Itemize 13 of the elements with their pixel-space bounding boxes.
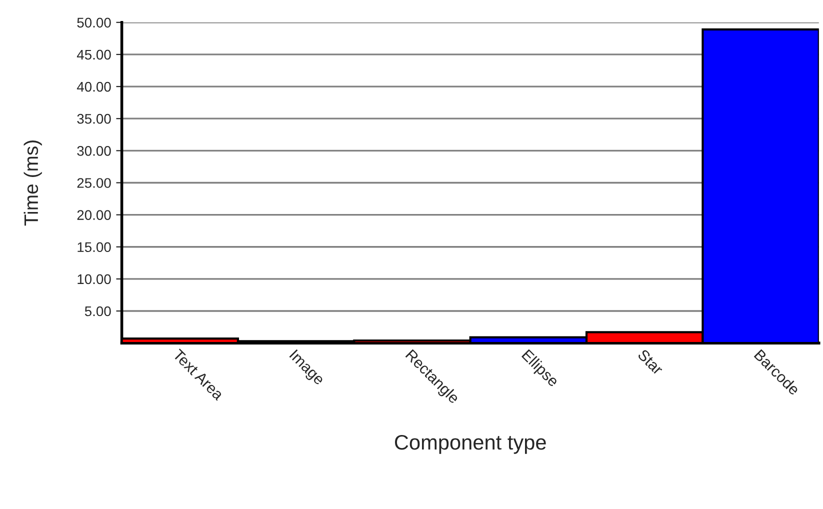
y-tick-label: 35.00 [77,114,111,124]
y-axis-title: Time (ms) [24,140,42,226]
y-tick-label: 50.00 [77,18,111,28]
y-tick-label: 20.00 [77,210,111,220]
x-axis-title: Component type [394,434,546,454]
y-tick-label: 15.00 [78,242,111,252]
y-tick-label: 10.00 [78,274,111,284]
y-tick-label: 40.00 [76,82,111,92]
y-tick-label: 5.00 [84,306,111,316]
y-tick-label: 30.00 [77,146,111,156]
x-tick-label: Star [637,348,664,376]
y-tick-label: 45.00 [76,50,111,60]
y-tick-label: 25.00 [77,178,111,188]
